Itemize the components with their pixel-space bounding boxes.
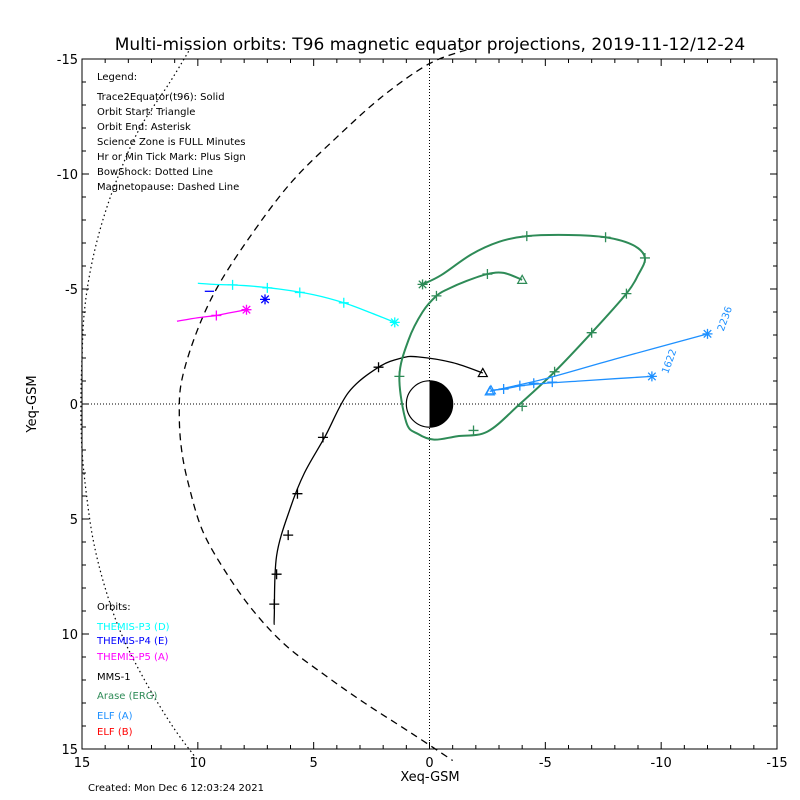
end-marker-themis-p3-d	[389, 317, 400, 328]
orbit-key-arase: Arase (ERG)	[97, 691, 158, 702]
boundaries-layer	[80, 47, 467, 762]
orbit-key-themis-p4: THEMIS-P4 (E)	[96, 636, 168, 647]
x-axis-label: Xeq-GSM	[400, 770, 459, 785]
x-tick-label: 15	[74, 756, 91, 771]
y-tick-label: 0	[70, 398, 78, 413]
axes-layer: 15 10 5 0 -5 -10 -15 -15 -10 -5 0 5 10 15	[57, 53, 788, 771]
tick-mark-arase-erg	[482, 269, 493, 280]
series-layer: 2236 1622	[176, 231, 735, 625]
tick-mark-arase-erg	[639, 252, 650, 263]
orbits-key: Orbits: THEMIS-P3 (D) THEMIS-P4 (E) THEM…	[96, 602, 170, 738]
x-tick-label: 5	[310, 756, 318, 771]
y-axis-label: Yeq-GSM	[25, 375, 40, 433]
bowshock-line	[80, 47, 199, 761]
legend-line: Science Zone is FULL Minutes	[97, 137, 246, 148]
series-line-arase-erg	[398, 233, 646, 441]
x-tick-label: -10	[651, 756, 672, 771]
end-marker-themis-p5-a	[241, 304, 252, 315]
tick-mark-themis-p5-a	[211, 310, 222, 321]
tick-mark-elf-a-1622	[514, 380, 525, 391]
tick-mark-themis-p3-d	[294, 287, 305, 298]
series-label-elf-a-1622: 1622	[660, 348, 679, 376]
end-marker-elf-a-1622	[646, 371, 657, 382]
y-tick-label: 5	[70, 513, 78, 528]
orbit-key-elf-b: ELF (B)	[97, 727, 133, 738]
series-line-elf-a-1622	[490, 375, 652, 391]
tick-mark-arase-erg	[468, 425, 479, 436]
series-line-mms-1	[273, 355, 483, 625]
y-tick-label: -15	[57, 53, 78, 68]
chart-title: Multi-mission orbits: T96 magnetic equat…	[115, 35, 746, 55]
tick-mark-mms-1	[292, 488, 303, 499]
legend-line: BowShock: Dotted Line	[97, 167, 213, 178]
tick-mark-themis-p3-d	[262, 282, 273, 293]
orbit-key-mms1: MMS-1	[97, 672, 131, 683]
earth-night-side	[429, 380, 453, 428]
tick-mark-arase-erg	[621, 288, 632, 299]
y-tick-label: -5	[65, 283, 78, 298]
y-tick-label: 10	[61, 628, 78, 643]
legend-title: Legend:	[97, 72, 137, 83]
tick-mark-elf-a-1622	[547, 377, 558, 388]
tick-mark-arase-erg	[394, 371, 405, 382]
legend-line: Hr or Min Tick Mark: Plus Sign	[97, 152, 246, 163]
x-tick-label: -15	[766, 756, 787, 771]
y-tick-label: 15	[61, 743, 78, 758]
x-tick-label: 0	[425, 756, 433, 771]
tick-mark-mms-1	[269, 599, 280, 610]
tick-mark-mms-1	[317, 432, 328, 443]
orbit-key-elf-a: ELF (A)	[97, 711, 133, 722]
tick-mark-elf-a-1622	[498, 384, 509, 395]
x-tick-label: -5	[539, 756, 552, 771]
legend-line: Magnetopause: Dashed Line	[97, 182, 239, 193]
legend-line: Orbit End: Asterisk	[97, 122, 191, 133]
tick-mark-arase-erg	[431, 290, 442, 301]
orbit-key-themis-p5: THEMIS-P5 (A)	[96, 652, 169, 663]
end-marker-arase-erg	[417, 279, 428, 290]
start-marker-mms-1	[477, 367, 489, 378]
end-marker-themis-p4-e	[260, 294, 271, 305]
tick-mark-themis-p3-d	[227, 279, 238, 290]
tick-mark-themis-p3-d	[338, 297, 349, 308]
y-tick-label: -10	[57, 168, 78, 183]
tick-mark-mms-1	[271, 569, 282, 580]
series-line-themis-p3-d	[197, 282, 395, 323]
start-marker-elf-a-1622	[485, 384, 497, 395]
created-footer: Created: Mon Dec 6 12:03:24 2021	[88, 783, 264, 794]
tick-mark-arase-erg	[600, 232, 611, 243]
start-marker-arase-erg	[516, 274, 528, 284]
legend-line: Trace2Equator(t96): Solid	[96, 92, 225, 103]
tick-mark-mms-1	[373, 362, 384, 373]
legend-line: Orbit Start: Triangle	[97, 107, 195, 118]
legend-block: Legend: Trace2Equator(t96): Solid Orbit …	[96, 72, 246, 193]
series-label-elf-a-2236: 2236	[716, 305, 735, 333]
tick-mark-arase-erg	[517, 401, 528, 412]
orbit-key-themis-p3: THEMIS-P3 (D)	[96, 622, 170, 633]
tick-mark-arase-erg	[521, 231, 532, 242]
end-marker-elf-a-2236	[702, 328, 713, 339]
tick-mark-mms-1	[283, 530, 294, 541]
orbits-key-title: Orbits:	[97, 602, 131, 613]
x-tick-label: 10	[190, 756, 207, 771]
tick-mark-arase-erg	[549, 366, 560, 377]
tick-mark-elf-a-1622	[528, 378, 539, 389]
tick-mark-arase-erg	[586, 327, 597, 338]
